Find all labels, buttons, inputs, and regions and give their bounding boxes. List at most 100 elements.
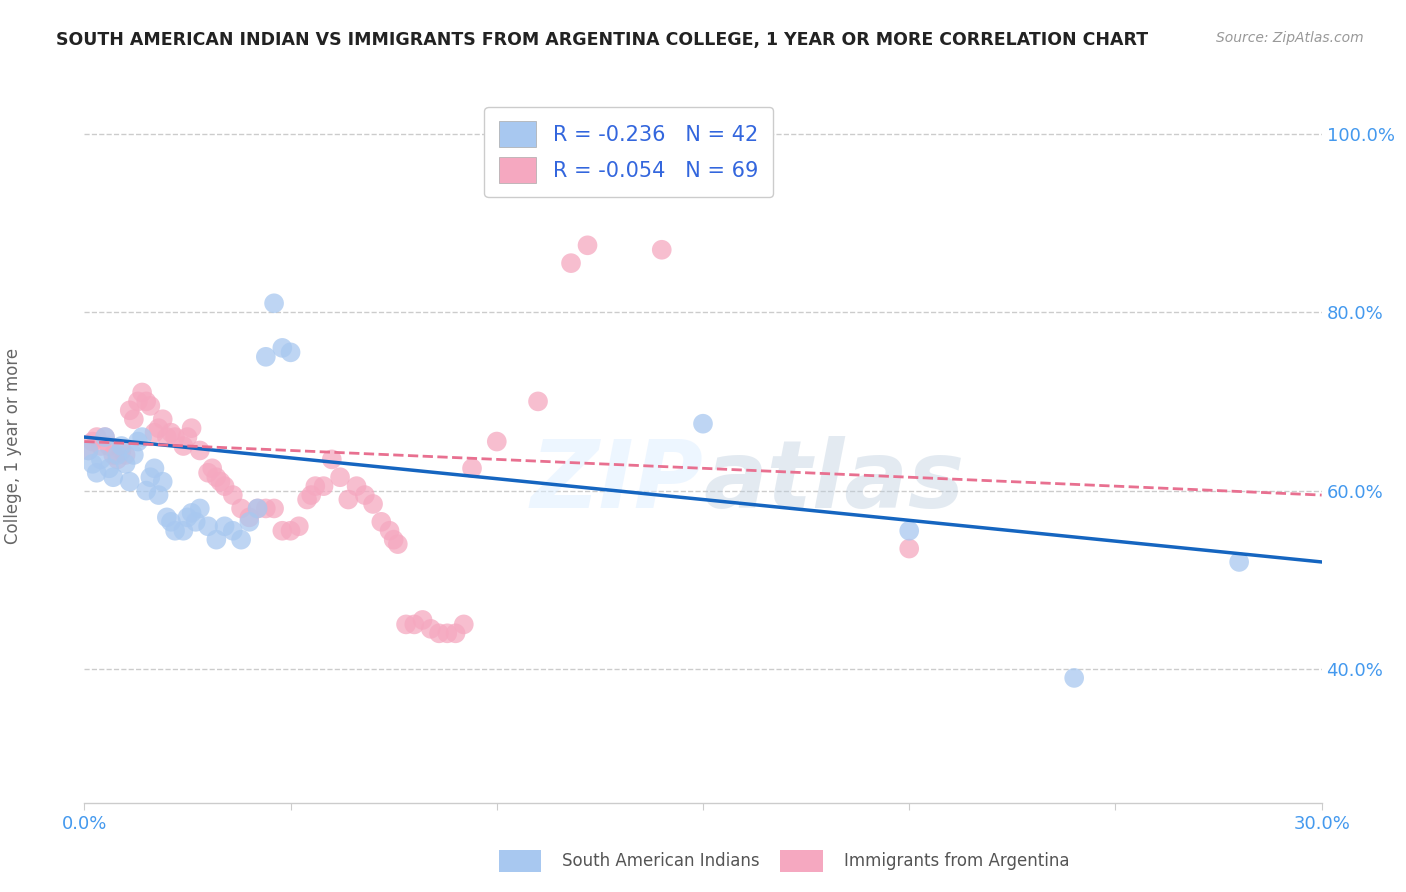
Point [560,256,582,270]
Point [576,238,599,252]
Point [131,385,153,400]
Point [412,613,434,627]
Point [180,506,202,520]
Text: ZIP: ZIP [530,435,703,528]
Point [370,515,392,529]
Point [94,430,117,444]
Point [135,483,157,498]
Point [165,524,187,538]
Point [898,541,921,556]
Point [630,122,652,136]
Point [160,515,183,529]
Point [197,519,219,533]
Point [77,443,100,458]
Point [229,533,252,547]
Point [156,430,179,444]
Point [288,519,311,533]
Point [118,403,141,417]
Point [105,452,128,467]
Point [427,626,450,640]
Point [77,443,100,458]
Point [254,350,277,364]
Point [152,412,174,426]
Point [222,488,245,502]
Point [165,430,187,444]
Point [238,510,260,524]
Point [110,443,132,458]
Y-axis label: College, 1 year or more: College, 1 year or more [4,348,22,544]
Point [205,470,228,484]
Point [485,434,508,449]
Point [143,461,166,475]
Point [143,425,166,440]
Point [82,457,104,471]
Point [172,524,194,538]
Point [118,475,141,489]
Point [1063,671,1085,685]
Point [176,510,198,524]
Point [378,524,401,538]
Point [353,488,375,502]
Point [94,430,117,444]
Point [139,399,162,413]
Point [246,501,269,516]
Point [254,501,277,516]
Point [527,394,550,409]
Point [321,452,343,467]
Point [122,412,145,426]
Point [692,417,714,431]
Point [98,461,121,475]
Point [404,617,426,632]
Point [238,515,260,529]
Point [436,626,458,640]
Point [312,479,335,493]
Point [329,470,352,484]
Point [110,439,132,453]
Point [201,461,224,475]
Point [453,617,475,632]
Point [188,443,211,458]
Point [246,501,269,516]
Point [222,524,245,538]
Legend: R = -0.236   N = 42, R = -0.054   N = 69: R = -0.236 N = 42, R = -0.054 N = 69 [485,107,773,197]
Point [395,617,418,632]
Text: SOUTH AMERICAN INDIAN VS IMMIGRANTS FROM ARGENTINA COLLEGE, 1 YEAR OR MORE CORRE: SOUTH AMERICAN INDIAN VS IMMIGRANTS FROM… [56,31,1149,49]
Point [98,439,121,453]
Text: atlas: atlas [703,435,965,528]
Point [103,470,125,484]
Point [898,524,921,538]
Point [139,470,162,484]
Point [419,622,441,636]
Point [135,394,157,409]
Point [152,475,174,489]
Point [90,452,112,467]
Point [263,296,285,310]
Point [86,430,108,444]
Point [103,448,125,462]
Point [382,533,405,547]
Point [346,479,368,493]
Point [229,501,252,516]
Point [304,479,326,493]
Text: Immigrants from Argentina: Immigrants from Argentina [844,852,1069,870]
Point [176,430,198,444]
Point [122,448,145,462]
Point [361,497,384,511]
Point [387,537,409,551]
Point [172,439,194,453]
Point [337,492,360,507]
Point [127,434,149,449]
Point [209,475,232,489]
Text: South American Indians: South American Indians [562,852,761,870]
Point [271,524,294,538]
Point [131,430,153,444]
Point [148,488,170,502]
Point [184,515,207,529]
Point [295,492,318,507]
Point [461,461,484,475]
Point [299,488,322,502]
Point [82,434,104,449]
Point [205,533,228,547]
Point [148,421,170,435]
Point [90,439,112,453]
